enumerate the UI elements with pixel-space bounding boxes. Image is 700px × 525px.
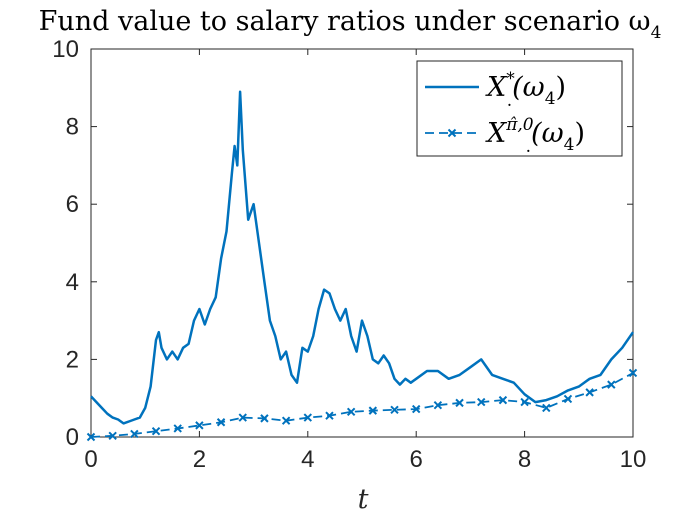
legend-label-1: X* .(ω4) <box>485 69 566 111</box>
y-tick-label: 4 <box>66 269 79 296</box>
x-tick-label: 8 <box>518 446 531 473</box>
series-marker-2 <box>411 404 421 414</box>
series-marker-2 <box>520 397 529 407</box>
series-marker-2 <box>173 424 182 433</box>
series-marker-2 <box>455 398 464 408</box>
x-tick-label: 2 <box>193 446 206 473</box>
y-tick-label: 6 <box>66 191 79 218</box>
series-marker-2 <box>325 411 334 420</box>
chart-title: Fund value to salary ratios under scenar… <box>39 6 662 43</box>
series-marker-2 <box>108 431 117 441</box>
series-marker-2 <box>563 394 573 404</box>
y-tick-label: 2 <box>66 346 79 373</box>
series-marker-2 <box>303 413 313 422</box>
chart-title-text: Fund value to salary ratios under scenar… <box>39 6 651 37</box>
series-marker-2 <box>238 413 247 422</box>
legend: X* .(ω4)Xπ̂,0 .(ω4) <box>416 60 623 157</box>
series-marker-2 <box>86 432 96 442</box>
y-tick-label: 10 <box>52 36 79 63</box>
x-axis-label: t <box>358 484 369 515</box>
x-tick-label: 0 <box>84 446 97 473</box>
series-line-1 <box>90 90 635 425</box>
series-marker-2 <box>130 429 139 439</box>
series-marker-2 <box>281 416 291 425</box>
series-marker-2 <box>195 421 204 430</box>
series-marker-2 <box>260 414 269 423</box>
series-marker-2 <box>216 418 226 427</box>
series-marker-2 <box>346 407 356 416</box>
chart-title-subscript: 4 <box>651 23 662 43</box>
series-marker-2 <box>542 403 551 413</box>
x-tick-label: 4 <box>301 446 314 473</box>
series-marker-2 <box>433 400 443 410</box>
series-marker-2 <box>390 405 399 415</box>
series-marker-2 <box>607 380 616 389</box>
x-tick-label: 10 <box>620 446 647 473</box>
series-marker-2 <box>368 406 378 415</box>
y-tick-label: 8 <box>66 114 79 141</box>
series-line-2 <box>90 372 634 438</box>
x-tick-label: 6 <box>410 446 423 473</box>
series-marker-2 <box>477 397 486 407</box>
legend-box <box>416 60 623 157</box>
series-marker-2 <box>628 368 638 378</box>
legend-label-2: Xπ̂,0 .(ω4) <box>485 115 585 157</box>
series-marker-2 <box>151 426 161 436</box>
legend-marker-2 <box>447 128 457 138</box>
series-marker-2 <box>585 388 594 397</box>
y-tick-label: 0 <box>66 424 79 451</box>
series-marker-2 <box>498 395 508 405</box>
